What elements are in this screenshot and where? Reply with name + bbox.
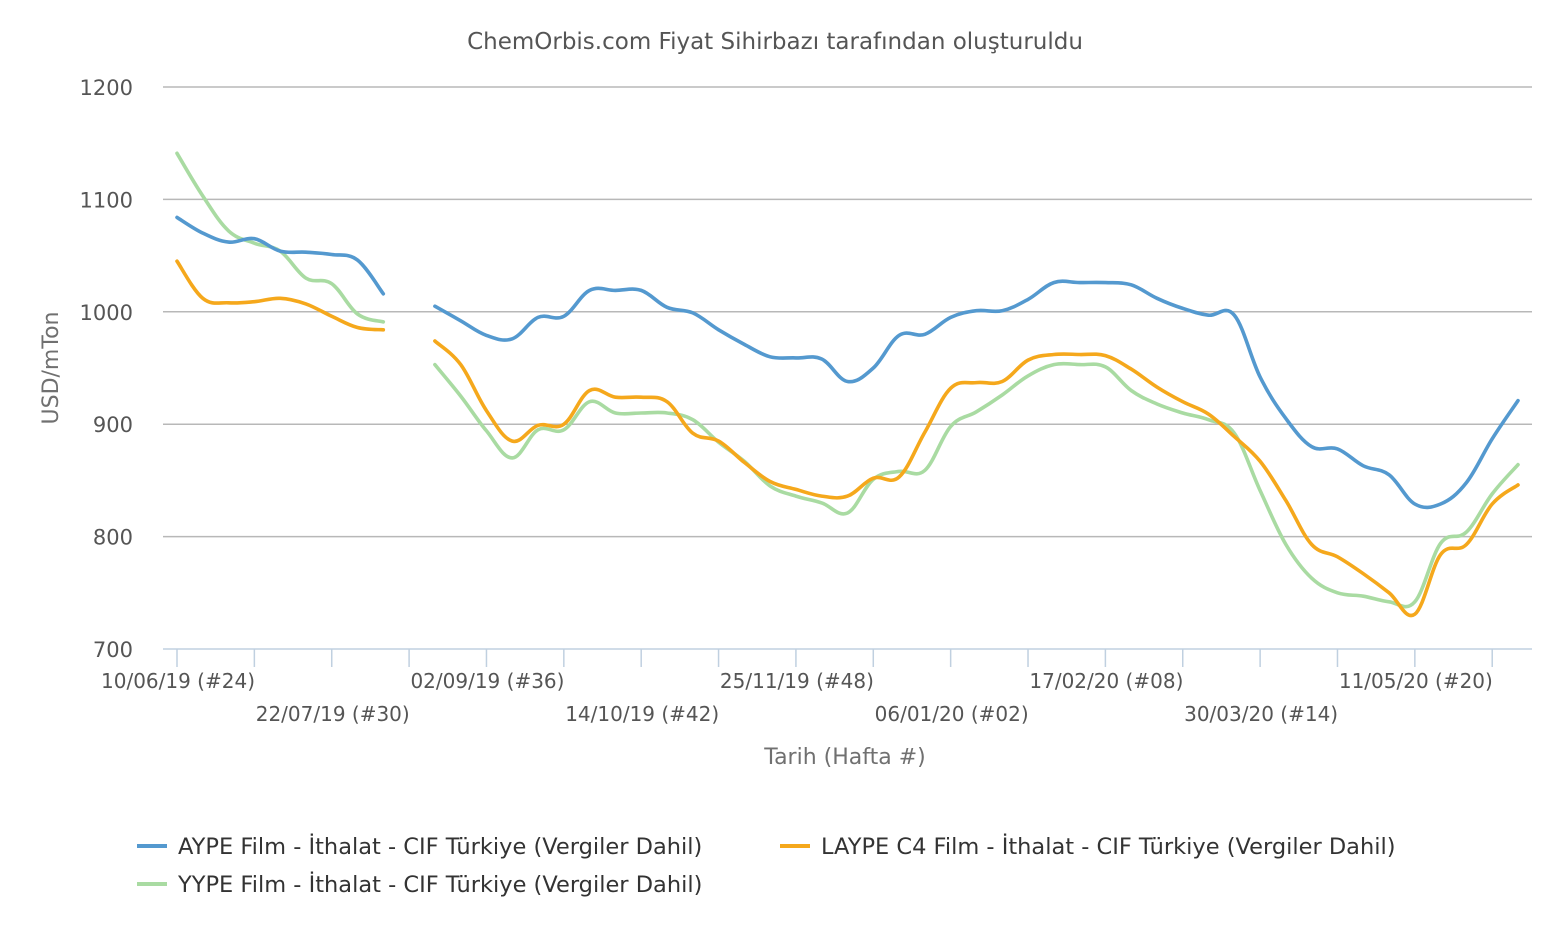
legend-item-yype[interactable]: YYPE Film - İthalat - CIF Türkiye (Vergi…: [137, 870, 702, 898]
y-axis-title: USD/mTon: [39, 312, 64, 425]
x-tick-label: 17/02/20 (#08): [1029, 669, 1183, 693]
x-tick-label: 30/03/20 (#14): [1184, 702, 1338, 726]
legend-label-yype: YYPE Film - İthalat - CIF Türkiye (Vergi…: [177, 870, 702, 898]
chart-title: ChemOrbis.com Fiyat Sihirbazı tarafından…: [467, 29, 1083, 55]
y-tick-label: 1100: [80, 188, 133, 212]
x-tick-label: 25/11/19 (#48): [720, 669, 874, 693]
y-tick-label: 1200: [80, 76, 133, 100]
legend-label-aype: AYPE Film - İthalat - CIF Türkiye (Vergi…: [178, 832, 702, 860]
y-tick-label: 800: [93, 526, 133, 550]
x-tick-label: 11/05/20 (#20): [1339, 669, 1493, 693]
grid-lines: [163, 86, 1532, 538]
series-line-aype: [433, 279, 1520, 510]
x-axis-title: Tarih (Hafta #): [763, 745, 925, 770]
series-line-laype: [175, 259, 386, 332]
y-axis-ticks: 700 800 900 1000 1100 1200: [80, 76, 133, 662]
series-line-laype: [433, 339, 1520, 618]
legend-label-laype: LAYPE C4 Film - İthalat - CIF Türkiye (V…: [821, 832, 1396, 860]
y-tick-label: 900: [93, 413, 133, 437]
x-tick-label: 06/01/20 (#02): [875, 702, 1029, 726]
legend-item-laype[interactable]: LAYPE C4 Film - İthalat - CIF Türkiye (V…: [780, 832, 1396, 860]
legend: AYPE Film - İthalat - CIF Türkiye (Vergi…: [137, 832, 1396, 898]
y-tick-label: 700: [93, 638, 133, 662]
series-lines: [175, 151, 1520, 618]
x-axis-ticks: 10/06/19 (#24)22/07/19 (#30)02/09/19 (#3…: [101, 649, 1493, 726]
series-line-aype: [175, 215, 386, 296]
x-tick-label: 22/07/19 (#30): [256, 702, 410, 726]
y-tick-label: 1000: [80, 301, 133, 325]
legend-item-aype[interactable]: AYPE Film - İthalat - CIF Türkiye (Vergi…: [137, 832, 702, 860]
x-tick-label: 10/06/19 (#24): [101, 669, 255, 693]
x-tick-label: 14/10/19 (#42): [565, 702, 719, 726]
x-tick-label: 02/09/19 (#36): [410, 669, 564, 693]
series-line-yype: [433, 361, 1520, 609]
